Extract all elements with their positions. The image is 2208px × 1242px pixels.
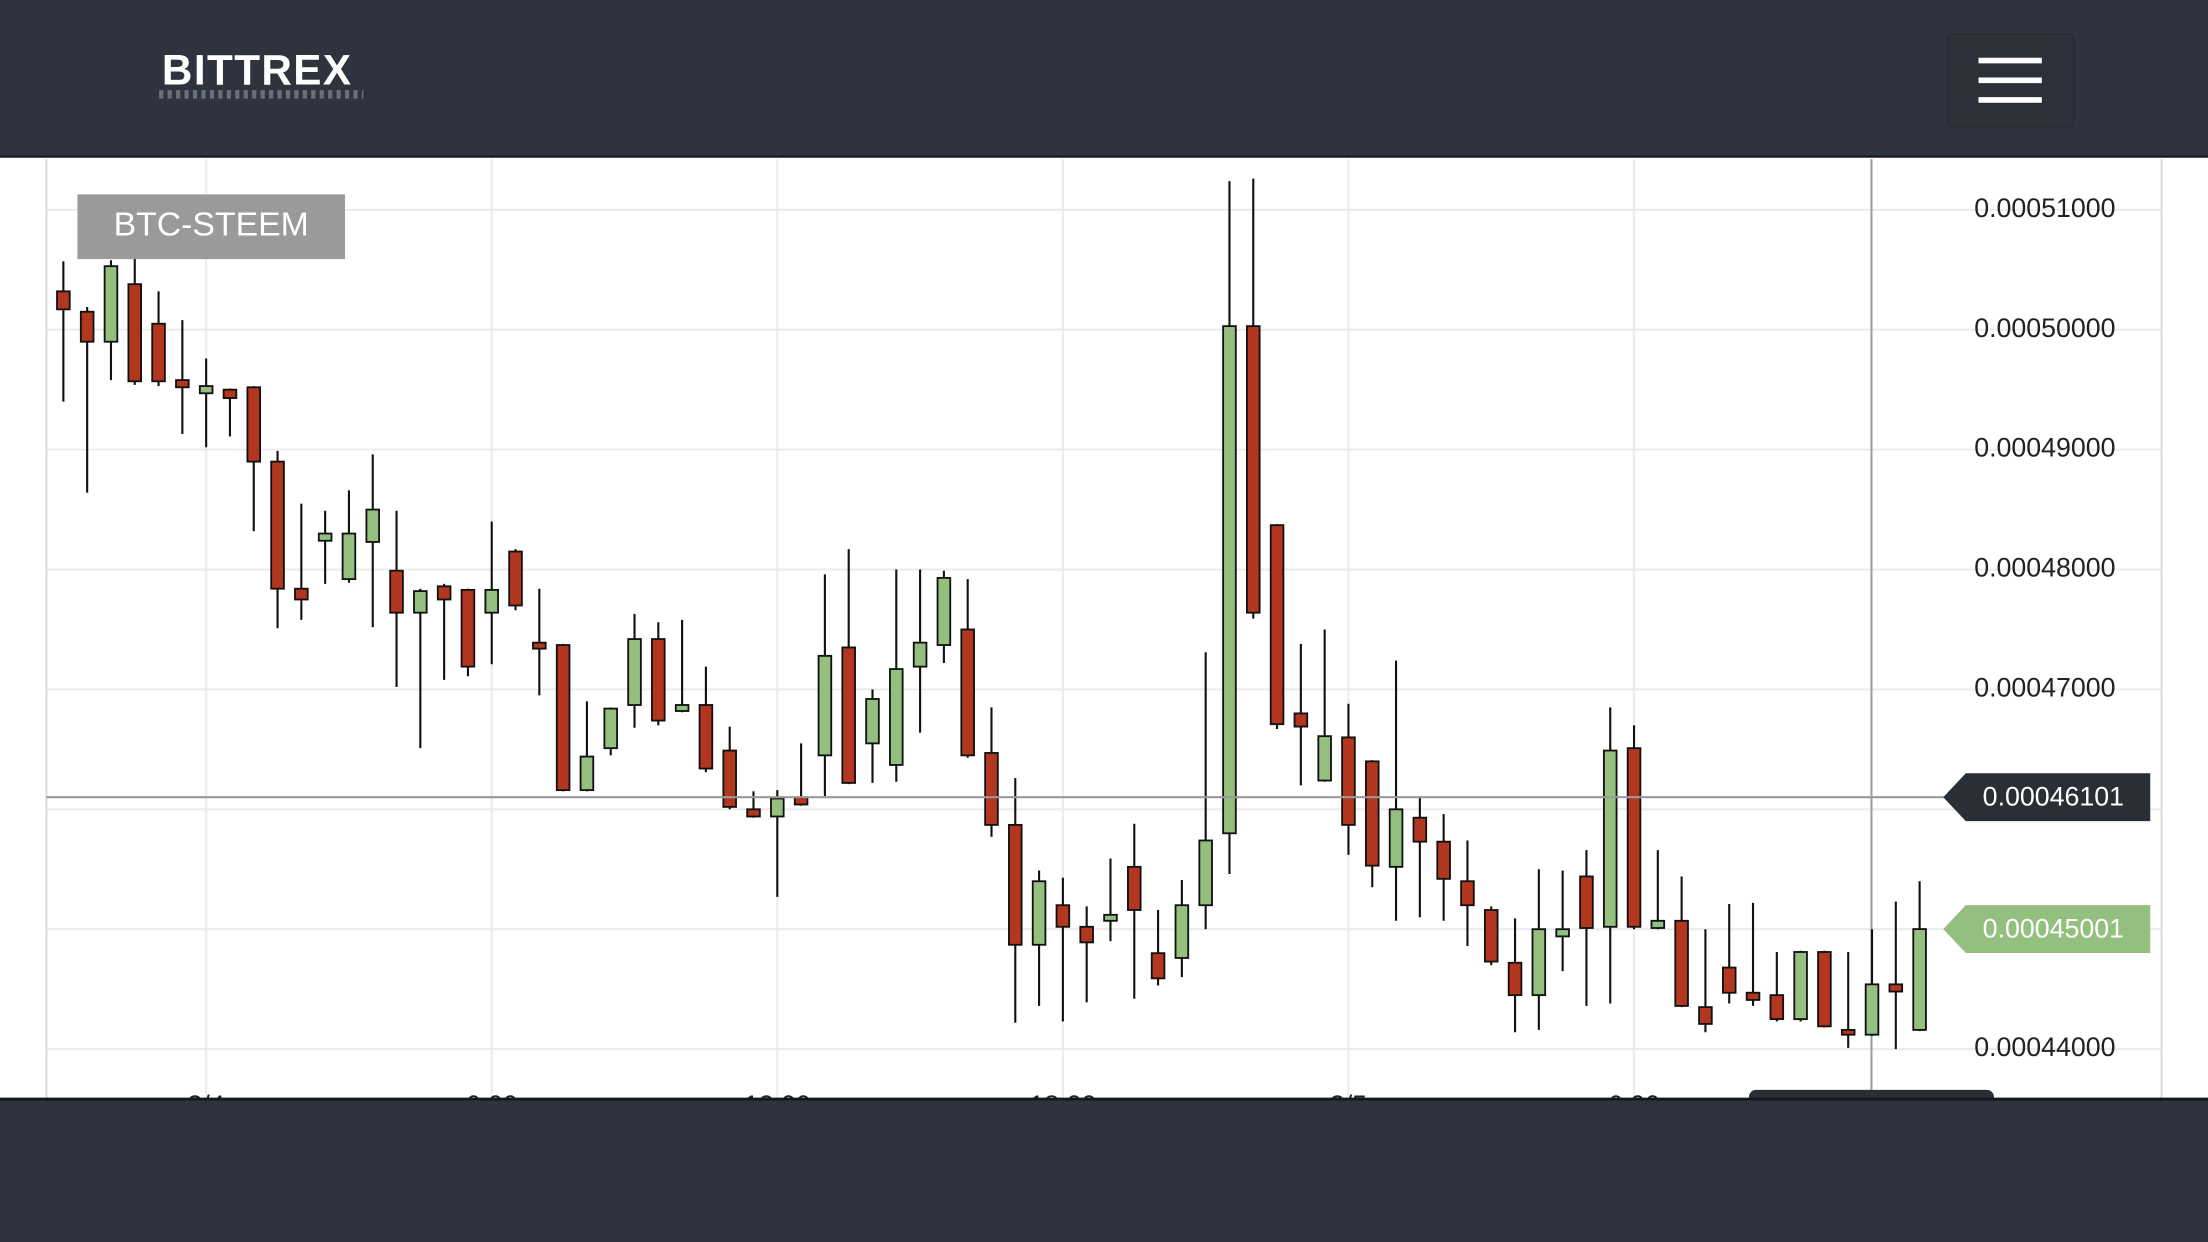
candle-body — [1198, 839, 1213, 907]
last-price-label: 0.00045001 — [1983, 914, 2124, 944]
candle-body — [1079, 925, 1094, 944]
candle-body — [508, 550, 523, 607]
candle-body — [127, 283, 143, 383]
candle-body — [294, 587, 309, 601]
candle-body — [56, 290, 71, 311]
candle-body — [651, 638, 666, 722]
candle-body — [674, 704, 690, 712]
crosshair-price-tag — [1943, 773, 2151, 822]
candle-body — [460, 588, 476, 668]
candle-body — [1388, 808, 1404, 868]
y-tick-label: 0.00050000 — [1974, 313, 2115, 343]
candle-body — [341, 532, 357, 581]
menu-button[interactable] — [1946, 33, 2075, 128]
candle-body — [555, 644, 571, 792]
y-tick-label: 0.00051000 — [1974, 193, 2115, 223]
brand[interactable]: BITTREX — [162, 46, 353, 93]
candle-body — [1269, 524, 1285, 726]
candle-body — [1674, 919, 1689, 1007]
candle-body — [1365, 760, 1380, 867]
candle-body — [389, 569, 404, 614]
symbol-badge — [77, 194, 346, 260]
last-price-tag — [1943, 905, 2151, 954]
candle-body — [1817, 951, 1832, 1028]
candle-body — [841, 646, 856, 784]
candle-body — [484, 588, 499, 614]
top-bar — [0, 0, 2208, 157]
candle-body — [889, 668, 904, 766]
candle-body — [1246, 325, 1261, 614]
candle-body — [1745, 991, 1761, 1001]
candle-body — [936, 576, 952, 646]
candle-body — [246, 386, 262, 463]
candle-body — [1150, 952, 1166, 980]
candle-body — [317, 532, 333, 542]
candle-body — [1531, 928, 1547, 997]
candle-body — [1864, 983, 1880, 1036]
candle-body — [1222, 325, 1237, 835]
candle-body — [1293, 712, 1309, 728]
candle-body — [1912, 928, 1927, 1031]
candle-body — [79, 310, 95, 343]
candle-body — [103, 265, 119, 343]
candle-body — [1174, 904, 1190, 959]
candle-body — [770, 797, 785, 818]
candle-body — [1840, 1028, 1856, 1036]
candle-body — [1103, 913, 1118, 922]
candle-body — [1507, 961, 1523, 997]
candle-body — [436, 585, 452, 601]
candle-body — [1698, 1006, 1713, 1025]
bottom-bar — [0, 1098, 2208, 1242]
candle-body — [1031, 880, 1047, 946]
candle-body — [1602, 749, 1618, 928]
chart-area — [0, 157, 2208, 1099]
candle-body — [1317, 735, 1332, 782]
candle-body — [1412, 816, 1428, 843]
candle-body — [1460, 880, 1475, 907]
candle-body — [270, 460, 285, 590]
candle-body — [865, 698, 880, 745]
candle-body — [198, 385, 214, 395]
candle-body — [793, 796, 809, 806]
candle-body — [1127, 865, 1142, 911]
candle-body — [1650, 919, 1666, 929]
candle-body — [365, 508, 380, 543]
candle-body — [1793, 951, 1808, 1021]
crosshair-price-label: 0.00046101 — [1983, 782, 2124, 812]
candle-body — [1555, 928, 1570, 938]
y-tick-label: 0.00048000 — [1974, 553, 2115, 583]
candle-body — [1008, 823, 1023, 946]
y-tick-label: 0.00044000 — [1974, 1032, 2115, 1062]
symbol-title: BTC-STEEM — [114, 206, 309, 244]
candle-body — [746, 808, 761, 818]
candle-body — [1483, 909, 1499, 963]
candle-body — [960, 628, 975, 757]
candle-body — [817, 654, 833, 757]
candle-body — [175, 379, 190, 389]
candle-body — [579, 755, 595, 792]
candle-body — [1721, 966, 1737, 994]
candle-body — [532, 641, 547, 650]
candle-body — [222, 388, 238, 399]
candle-body — [1626, 747, 1642, 928]
candle-body — [1888, 983, 1904, 993]
candle-body — [912, 641, 928, 668]
candle-body — [1579, 875, 1594, 929]
candle-body — [1341, 736, 1356, 826]
candle-body — [413, 590, 428, 614]
y-tick-label: 0.00047000 — [1974, 672, 2115, 702]
candle-body — [627, 638, 642, 706]
candle-body — [698, 704, 714, 770]
candle-body — [984, 752, 999, 826]
y-tick-label: 0.00049000 — [1974, 433, 2115, 463]
candle-body — [1055, 904, 1071, 928]
candle-body — [603, 707, 618, 750]
candle-body — [722, 749, 737, 808]
candle-body — [1769, 994, 1785, 1021]
candle-body — [151, 322, 166, 383]
candle-body — [1436, 840, 1451, 880]
